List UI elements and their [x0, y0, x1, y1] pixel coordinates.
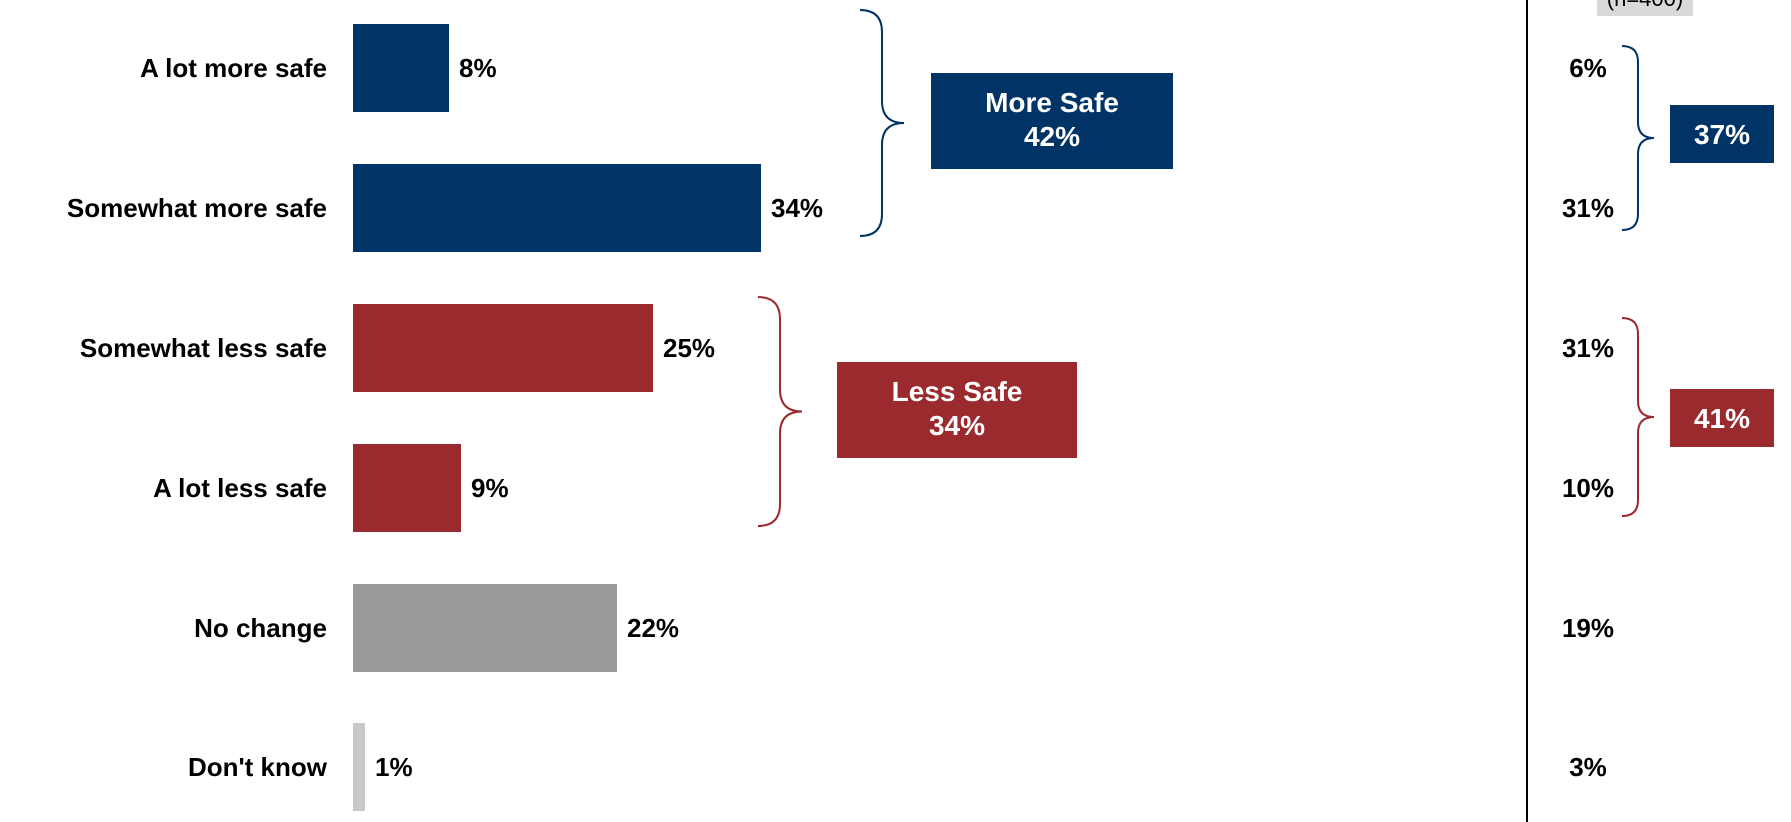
more-safe-group-value: 42% — [1024, 121, 1080, 152]
more-safe-brace — [859, 9, 905, 237]
category-label: A lot less safe — [153, 473, 327, 503]
data-label: 34% — [771, 193, 823, 223]
comparison-less-safe-value: 41% — [1694, 403, 1750, 434]
comparison-value-label: 31% — [1562, 193, 1614, 223]
category-label: A lot more safe — [140, 53, 327, 83]
comparison-less-safe-box — [1670, 389, 1774, 447]
data-label: 25% — [663, 333, 715, 363]
data-label: 9% — [471, 473, 509, 503]
comparison-header-box — [1597, 0, 1693, 16]
comparison-value-label: 3% — [1569, 752, 1607, 782]
bar — [353, 24, 449, 112]
more-safe-group-box — [931, 73, 1173, 169]
bars-layer: A lot more safe 8% Somewhat more safe 34% So… — [67, 9, 1173, 811]
category-label: Somewhat less safe — [80, 333, 327, 363]
less-safe-brace — [757, 296, 803, 527]
category-label: Somewhat more safe — [67, 193, 327, 223]
bar — [353, 304, 653, 392]
comparison-value-label: 10% — [1562, 473, 1614, 503]
less-safe-group-box — [837, 362, 1077, 458]
comparison-value-label: 6% — [1569, 53, 1607, 83]
bar — [353, 444, 461, 532]
data-label: 1% — [375, 752, 413, 782]
bar — [353, 164, 761, 252]
comparison-more-safe-brace — [1621, 45, 1655, 231]
category-label: No change — [194, 613, 327, 643]
comparison-column: (n=400) 6% 31% 31% 10% 19% 3% 37% 41% — [1526, 0, 1774, 822]
data-label: 22% — [627, 613, 679, 643]
less-safe-group-value: 34% — [929, 410, 985, 441]
comparison-less-safe-brace — [1621, 317, 1655, 517]
category-label: Don't know — [188, 752, 328, 782]
bar — [353, 723, 365, 811]
comparison-header-text: (n=400) — [1607, 0, 1683, 11]
comparison-value-label: 31% — [1562, 333, 1614, 363]
data-label: 8% — [459, 53, 497, 83]
more-safe-group-label: More Safe — [985, 87, 1119, 118]
bar — [353, 584, 617, 672]
less-safe-group-label: Less Safe — [892, 376, 1023, 407]
comparison-value-label: 19% — [1562, 613, 1614, 643]
comparison-more-safe-box — [1670, 105, 1774, 163]
comparison-more-safe-value: 37% — [1694, 119, 1750, 150]
